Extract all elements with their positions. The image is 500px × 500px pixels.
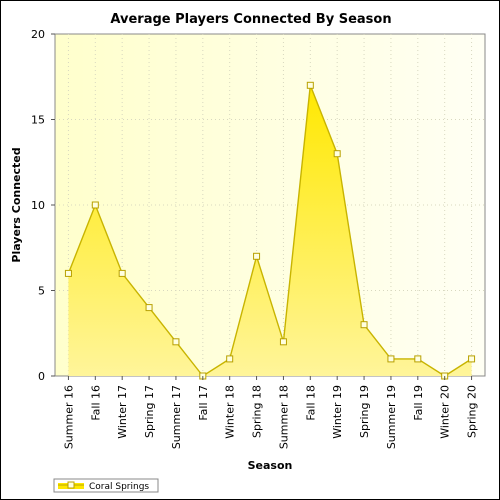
data-point bbox=[333, 150, 341, 158]
series-area bbox=[68, 85, 472, 377]
y-axis: 0 5 10 15 20 bbox=[31, 28, 55, 383]
legend-marker bbox=[67, 481, 75, 489]
x-tick-label: Summer 16 bbox=[62, 385, 75, 449]
chart-title: Average Players Connected By Season bbox=[110, 12, 391, 27]
y-axis-label: Players Connected bbox=[10, 147, 23, 262]
x-tick-label: Winter 20 bbox=[439, 385, 452, 439]
data-point bbox=[145, 304, 153, 312]
data-point bbox=[118, 269, 126, 277]
data-point bbox=[226, 355, 234, 363]
x-tick-label: Winter 17 bbox=[116, 385, 129, 439]
x-tick-label: Summer 19 bbox=[385, 385, 398, 449]
x-tick-label: Spring 17 bbox=[143, 385, 156, 438]
markers bbox=[64, 81, 476, 380]
legend: Coral Springs bbox=[53, 478, 159, 493]
x-tick-label: Spring 20 bbox=[466, 385, 479, 438]
x-axis: Summer 16 Fall 16 Winter 17 Spring 17 Summer… bbox=[62, 376, 479, 449]
data-point bbox=[64, 269, 72, 277]
data-point bbox=[172, 338, 180, 346]
y-tick-label: 0 bbox=[38, 370, 45, 383]
x-tick-label: Winter 18 bbox=[224, 385, 237, 439]
data-point bbox=[91, 201, 99, 209]
x-tick-label: Fall 16 bbox=[89, 385, 102, 421]
x-tick-label: Fall 17 bbox=[197, 385, 210, 421]
x-tick-label: Spring 18 bbox=[251, 385, 264, 438]
y-tick-label: 15 bbox=[31, 114, 45, 127]
data-point bbox=[306, 81, 314, 89]
data-point bbox=[253, 252, 261, 260]
series-line bbox=[67, 85, 472, 377]
y-tick-label: 10 bbox=[31, 199, 45, 212]
x-axis-label: Season bbox=[248, 459, 293, 472]
y-tick-label: 5 bbox=[38, 285, 45, 298]
data-point bbox=[414, 355, 422, 363]
area-layer bbox=[67, 85, 472, 377]
x-tick-label: Spring 19 bbox=[358, 385, 371, 438]
data-point bbox=[360, 321, 368, 329]
x-tick-label: Summer 17 bbox=[170, 385, 183, 449]
y-tick-label: 20 bbox=[31, 28, 45, 41]
data-point bbox=[387, 355, 395, 363]
x-tick-label: Summer 18 bbox=[277, 385, 290, 449]
data-point bbox=[468, 355, 476, 363]
data-point bbox=[279, 338, 287, 346]
x-tick-label: Fall 19 bbox=[412, 385, 425, 421]
x-tick-label: Fall 18 bbox=[304, 385, 317, 421]
x-tick-label: Winter 19 bbox=[331, 385, 344, 439]
legend-label: Coral Springs bbox=[89, 482, 149, 492]
